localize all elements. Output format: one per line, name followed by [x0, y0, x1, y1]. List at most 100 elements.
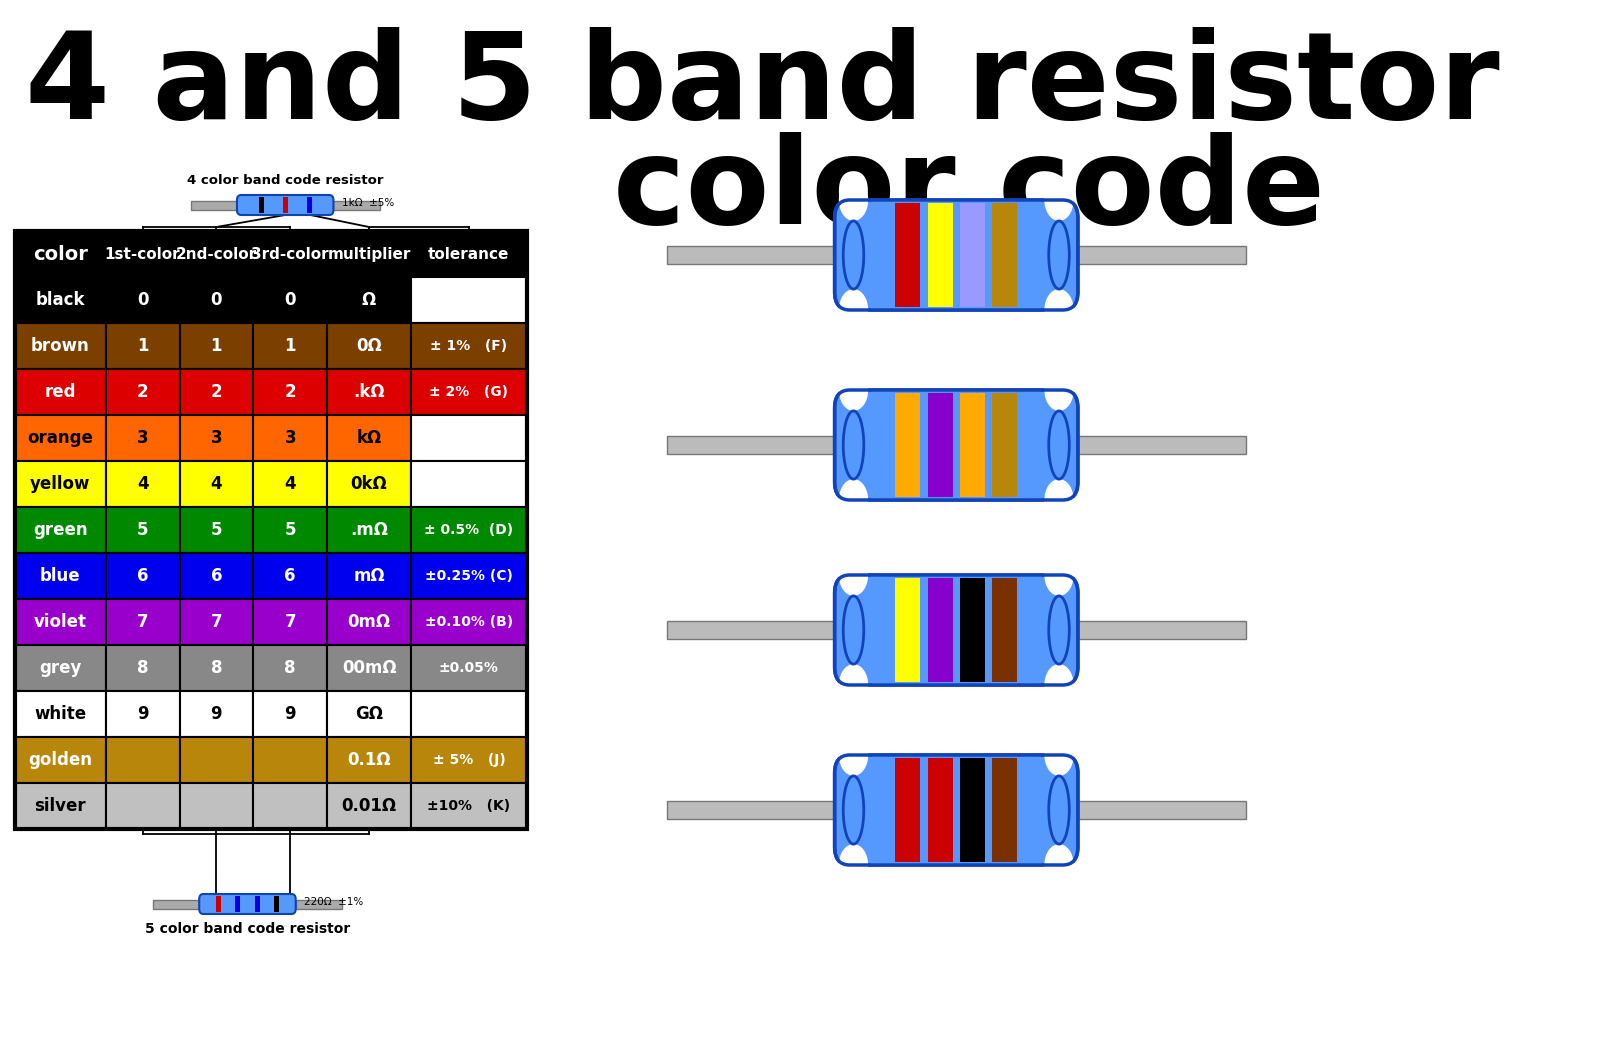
- Text: 0kΩ: 0kΩ: [350, 475, 387, 493]
- Bar: [106, 323, 179, 369]
- Text: green: green: [34, 521, 88, 539]
- Bar: [928, 578, 952, 682]
- Text: 0Ω: 0Ω: [357, 336, 382, 355]
- Text: 5: 5: [285, 521, 296, 539]
- Bar: [992, 758, 1018, 862]
- Text: 4: 4: [136, 475, 149, 493]
- Bar: [253, 369, 326, 415]
- FancyBboxPatch shape: [870, 390, 1042, 500]
- Bar: [326, 415, 411, 461]
- Bar: [326, 553, 411, 599]
- Bar: [253, 645, 326, 691]
- FancyBboxPatch shape: [870, 754, 1042, 865]
- Bar: [894, 758, 920, 862]
- Bar: [296, 900, 342, 908]
- Text: ± 5%   (J): ± 5% (J): [432, 753, 506, 767]
- Bar: [254, 896, 259, 912]
- Text: ±0.05%: ±0.05%: [438, 661, 499, 675]
- Bar: [307, 198, 312, 213]
- Bar: [253, 323, 326, 369]
- Bar: [1066, 436, 1246, 454]
- Text: ± 1%   (F): ± 1% (F): [430, 339, 507, 353]
- Bar: [179, 323, 253, 369]
- Bar: [928, 758, 952, 862]
- Text: ± 2%   (G): ± 2% (G): [429, 385, 509, 399]
- Bar: [253, 599, 326, 645]
- Text: 5: 5: [138, 521, 149, 539]
- Text: color: color: [34, 245, 88, 263]
- Bar: [14, 737, 106, 783]
- Text: 9: 9: [211, 705, 222, 723]
- Text: 7: 7: [211, 613, 222, 631]
- Bar: [326, 277, 411, 323]
- Bar: [992, 203, 1018, 307]
- Text: ±0.10% (B): ±0.10% (B): [426, 616, 514, 629]
- Text: 2: 2: [136, 384, 149, 401]
- Ellipse shape: [838, 369, 869, 411]
- Text: 4 color band code resistor: 4 color band code resistor: [187, 175, 384, 187]
- Text: 220Ω  ±1%: 220Ω ±1%: [304, 897, 363, 907]
- Bar: [179, 231, 253, 277]
- Bar: [253, 691, 326, 737]
- Bar: [253, 277, 326, 323]
- Bar: [14, 277, 106, 323]
- Text: orange: orange: [27, 429, 93, 447]
- Bar: [106, 231, 179, 277]
- Bar: [326, 323, 411, 369]
- Bar: [179, 783, 253, 829]
- Bar: [411, 323, 526, 369]
- Bar: [411, 415, 526, 461]
- Text: 5: 5: [211, 521, 222, 539]
- FancyBboxPatch shape: [870, 200, 1042, 310]
- Bar: [411, 599, 526, 645]
- Ellipse shape: [838, 734, 869, 775]
- Text: kΩ: kΩ: [357, 429, 382, 447]
- Bar: [411, 783, 526, 829]
- Text: 9: 9: [285, 705, 296, 723]
- FancyBboxPatch shape: [870, 575, 1042, 686]
- Text: 7: 7: [136, 613, 149, 631]
- Text: .kΩ: .kΩ: [354, 384, 386, 401]
- Bar: [106, 599, 179, 645]
- Bar: [326, 599, 411, 645]
- Text: 0: 0: [285, 291, 296, 309]
- Bar: [106, 415, 179, 461]
- Bar: [106, 507, 179, 553]
- Text: 2: 2: [285, 384, 296, 401]
- Text: violet: violet: [34, 613, 86, 631]
- Bar: [667, 436, 848, 454]
- Bar: [14, 553, 106, 599]
- FancyBboxPatch shape: [835, 200, 1078, 310]
- Bar: [179, 507, 253, 553]
- Text: 3: 3: [211, 429, 222, 447]
- Bar: [106, 553, 179, 599]
- Ellipse shape: [1045, 734, 1074, 775]
- Text: 1st-color: 1st-color: [104, 247, 181, 261]
- Bar: [411, 507, 526, 553]
- Bar: [14, 645, 106, 691]
- Text: blue: blue: [40, 567, 80, 585]
- Text: GΩ: GΩ: [355, 705, 382, 723]
- Bar: [992, 393, 1018, 497]
- Ellipse shape: [1045, 554, 1074, 596]
- Bar: [960, 758, 986, 862]
- Text: red: red: [45, 384, 77, 401]
- Text: white: white: [34, 705, 86, 723]
- Bar: [326, 369, 411, 415]
- Bar: [411, 645, 526, 691]
- Bar: [992, 578, 1018, 682]
- Text: color code: color code: [613, 132, 1325, 249]
- Bar: [179, 645, 253, 691]
- Ellipse shape: [1045, 289, 1074, 331]
- Bar: [253, 783, 326, 829]
- Bar: [326, 737, 411, 783]
- Bar: [179, 737, 253, 783]
- Text: 1: 1: [211, 336, 222, 355]
- Bar: [14, 415, 106, 461]
- Text: 8: 8: [285, 659, 296, 677]
- Bar: [411, 553, 526, 599]
- Bar: [14, 691, 106, 737]
- Bar: [894, 393, 920, 497]
- Text: 6: 6: [211, 567, 222, 585]
- Bar: [14, 461, 106, 507]
